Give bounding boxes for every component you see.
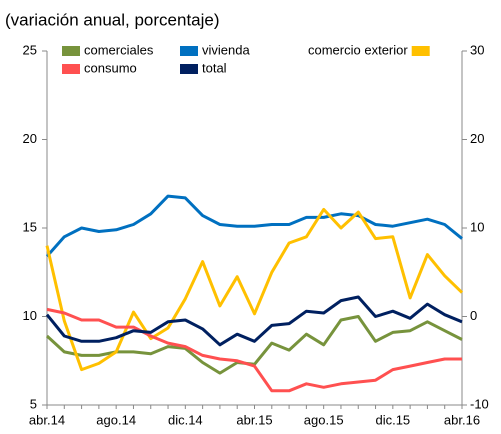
series-line [46,307,462,393]
x-tick-label: dic.15 [375,412,410,427]
legend-label: total [202,60,227,75]
legend-label: comercio exterior [308,42,408,57]
x-tick-label: dic.14 [168,412,203,427]
x-tick-label: ago.14 [96,412,136,427]
y2-tick-label: 20 [470,131,484,146]
x-tick-label: abr.14 [29,412,65,427]
x-tick-label: abr.15 [236,412,272,427]
y2-tick-label: -10 [470,396,489,411]
series-line [45,207,464,372]
legend-swatch [62,64,80,74]
legend-label: vivienda [202,42,250,57]
legend-swatch [180,64,198,74]
y-tick-label: 15 [23,219,37,234]
y-tick-label: 10 [23,308,37,323]
legend-swatch [180,46,198,56]
x-tick-label: abr.16 [444,412,480,427]
legend-label: consumo [84,60,137,75]
series-line [45,295,463,347]
legend-label: comerciales [84,42,154,57]
y2-tick-label: 0 [470,308,477,323]
y2-tick-label: 30 [470,42,484,57]
series-line [45,194,463,258]
y-tick-label: 25 [23,42,37,57]
x-tick-label: ago.15 [304,412,344,427]
chart-subtitle: (variación anual, porcentaje) [5,10,220,29]
y-tick-label: 5 [30,396,37,411]
y-tick-label: 20 [23,131,37,146]
y2-tick-label: 10 [470,219,484,234]
legend-swatch [62,46,80,56]
legend-swatch [411,46,430,56]
